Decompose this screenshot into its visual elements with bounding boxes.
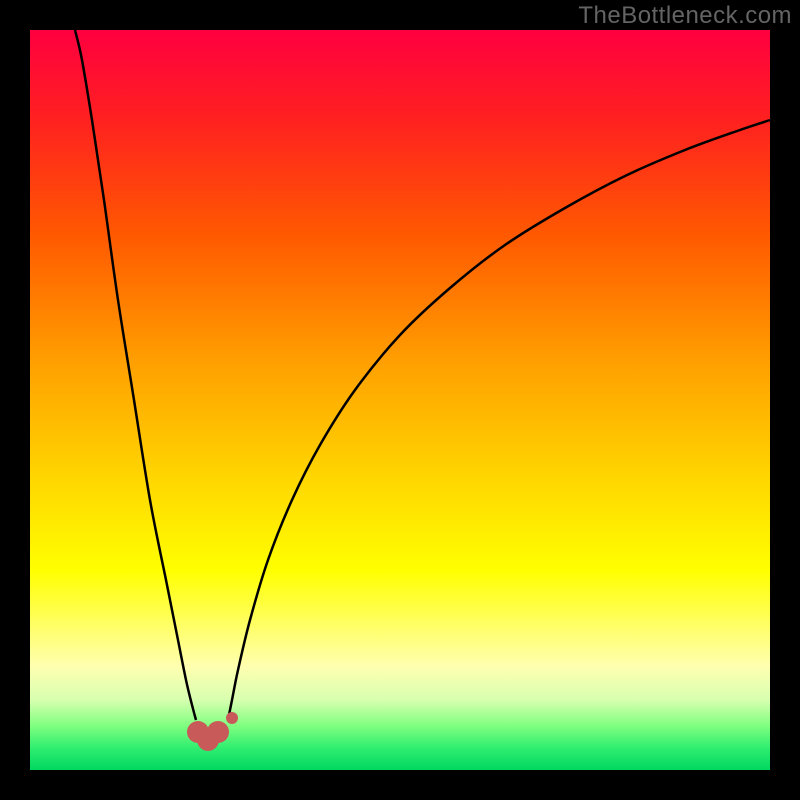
- watermark-label: TheBottleneck.com: [578, 2, 792, 30]
- valley-dot: [226, 712, 238, 724]
- bottleneck-chart: [0, 0, 800, 800]
- chart-container: [0, 0, 800, 800]
- plot-background: [30, 30, 770, 770]
